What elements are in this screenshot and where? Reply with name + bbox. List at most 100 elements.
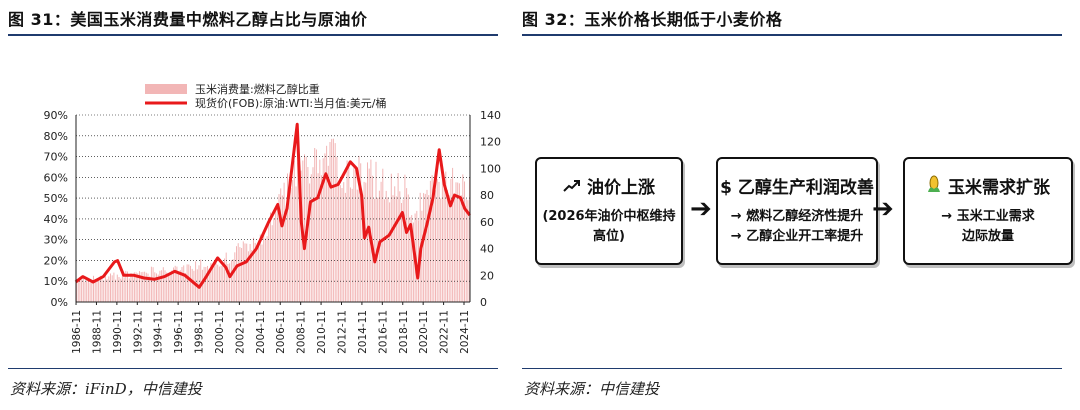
ethanol-share-bar	[198, 265, 200, 302]
ethanol-share-bar	[113, 272, 115, 302]
ethanol-share-bar	[436, 179, 438, 302]
x-tick-label: 1990-11	[112, 310, 124, 354]
ethanol-share-bar	[317, 173, 319, 302]
flow-box-oil-price-sub-line-2: 高位)	[593, 229, 625, 244]
flow-box-corn-demand-sub: → 玉米工业需求 边际放量	[905, 207, 1071, 247]
ethanol-share-bar	[375, 161, 377, 302]
ethanol-share-bar	[338, 185, 340, 302]
flow-box-corn-demand-sub-line-2: 边际放量	[961, 229, 1014, 244]
ethanol-share-bar	[309, 183, 311, 302]
ethanol-share-bar	[431, 175, 433, 302]
flow-box-corn-demand-title-row: 玉米需求扩张	[905, 173, 1071, 198]
y-left-tick-label: 20%	[44, 254, 68, 267]
left-title-rule	[8, 34, 498, 36]
y-left-tick-label: 90%	[44, 109, 68, 122]
x-tick-label: 2024-11	[459, 310, 471, 354]
ethanol-share-bar	[106, 279, 108, 302]
ethanol-share-bar	[332, 138, 334, 302]
ethanol-share-bar	[156, 273, 157, 302]
ethanol-share-bar	[135, 272, 137, 302]
ethanol-share-bar	[447, 190, 448, 302]
ethanol-share-bar	[181, 267, 183, 302]
ethanol-share-bar	[462, 174, 464, 302]
ethanol-share-bar	[322, 158, 324, 302]
ethanol-share-bar	[169, 272, 171, 302]
ethanol-share-bar	[215, 262, 217, 302]
x-tick-label: 2002-11	[234, 310, 246, 354]
ethanol-share-bar	[280, 188, 282, 302]
x-tick-label: 2020-11	[418, 310, 430, 354]
ethanol-share-bar	[239, 247, 241, 302]
ethanol-share-bar	[266, 236, 268, 302]
ethanol-share-bar	[460, 195, 462, 302]
ethanol-share-bar	[334, 143, 336, 302]
ethanol-share-bar	[385, 190, 387, 302]
ethanol-share-bar	[433, 192, 435, 302]
dollar-icon: $	[720, 178, 732, 198]
ethanol-share-bar	[300, 170, 302, 302]
ethanol-share-bar	[297, 162, 299, 302]
ethanol-share-bar	[147, 273, 149, 302]
ethanol-share-bar	[319, 159, 321, 302]
ethanol-share-bar	[394, 186, 396, 302]
ethanol-share-bar	[110, 273, 111, 302]
ethanol-share-bar	[395, 196, 397, 302]
ethanol-share-bar	[452, 167, 454, 302]
ethanol-share-bar	[195, 261, 197, 302]
ethanol-share-bar	[94, 279, 96, 302]
ethanol-share-bar	[89, 282, 91, 302]
ethanol-share-bar	[130, 273, 132, 302]
y-right-tick-label: 40	[480, 243, 494, 256]
ethanol-share-bar	[372, 175, 374, 302]
ethanol-share-bar	[81, 280, 83, 302]
ethanol-share-bar	[77, 278, 79, 302]
ethanol-share-bar	[281, 195, 283, 302]
ethanol-share-bar	[125, 270, 127, 302]
ethanol-share-bar	[457, 182, 459, 302]
x-tick-label: 1996-11	[173, 310, 185, 354]
ethanol-share-bar	[254, 242, 256, 302]
flow-box-ethanol-profit-sub: → 燃料乙醇经济性提升 → 乙醇企业开工率提升	[718, 207, 876, 247]
ethanol-share-bar	[465, 199, 467, 302]
ethanol-share-bar	[341, 188, 343, 302]
ethanol-share-bar	[142, 271, 144, 302]
ethanol-share-bar	[278, 194, 280, 302]
ethanol-share-bar	[453, 193, 455, 302]
ethanol-share-bar	[412, 222, 414, 302]
ethanol-share-bar	[193, 270, 195, 302]
y-left-tick-label: 30%	[44, 234, 68, 247]
ethanol-share-bar	[387, 197, 389, 302]
ethanol-share-bar	[249, 244, 251, 302]
ethanol-share-bar	[218, 266, 220, 302]
ethanol-share-bar	[98, 280, 100, 302]
ethanol-share-bar	[346, 160, 348, 302]
x-tick-label: 2014-11	[357, 310, 369, 354]
ethanol-share-bar	[293, 160, 295, 302]
ethanol-share-bar	[127, 271, 128, 302]
ethanol-share-bar	[382, 168, 384, 302]
flow-box-corn-demand: 玉米需求扩张 → 玉米工业需求 边际放量	[903, 157, 1073, 265]
ethanol-share-bar	[336, 156, 338, 302]
ethanol-share-bar	[217, 264, 219, 302]
ethanol-share-bar	[244, 243, 246, 302]
ethanol-share-bar	[310, 174, 312, 302]
ethanol-share-bar	[424, 193, 426, 302]
ethanol-share-bar	[247, 251, 249, 302]
flow-box-corn-demand-sub-line-1: → 玉米工业需求	[941, 209, 1035, 224]
ethanol-share-bar	[438, 181, 440, 302]
x-tick-label: 2010-11	[316, 310, 328, 354]
ethanol-share-bar	[144, 271, 146, 302]
ethanol-share-bar	[263, 235, 265, 302]
ethanol-share-bar	[212, 268, 214, 302]
ethanol-share-bar	[229, 263, 231, 302]
ethanol-share-bar	[178, 273, 180, 302]
ethanol-share-bar	[191, 268, 193, 302]
ethanol-share-bar	[290, 188, 292, 302]
ethanol-share-bar	[256, 245, 258, 302]
ethanol-share-bar	[236, 246, 237, 302]
right-figure-title: 图 32：玉米价格长期低于小麦价格	[522, 10, 783, 29]
ethanol-share-bar	[326, 145, 328, 302]
ethanol-share-bar	[327, 165, 329, 302]
ethanol-share-bar	[133, 272, 135, 302]
ethanol-share-bar	[370, 159, 372, 302]
